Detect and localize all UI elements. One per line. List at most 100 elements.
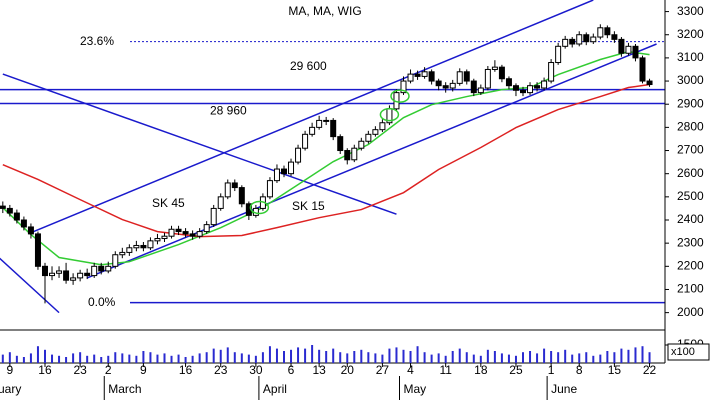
candle-body — [133, 244, 140, 249]
candle-body — [91, 265, 98, 277]
horizontal-line-label: 29 600 — [290, 59, 327, 73]
candle-body — [182, 231, 189, 235]
candle-body — [77, 272, 84, 279]
candle-body — [273, 168, 280, 182]
candle-body — [358, 140, 365, 149]
candle-body — [20, 219, 27, 228]
moving-average — [2, 83, 650, 238]
candle-body — [442, 85, 449, 89]
candle-body — [63, 270, 70, 281]
candle-body — [569, 38, 576, 45]
candle-body — [34, 233, 41, 267]
x-tick-label: 11 — [439, 363, 452, 377]
price-panel — [0, 0, 665, 314]
candle-body — [625, 45, 632, 54]
candle-body — [646, 80, 653, 86]
x-tick-label: 4 — [407, 363, 414, 377]
candle-body — [266, 180, 273, 198]
unit-box — [667, 343, 710, 361]
candle-body — [280, 168, 287, 175]
x-tick-label: 8 — [576, 363, 583, 377]
y-tick-label: 2900 — [677, 96, 704, 110]
candle-body — [49, 272, 56, 277]
candle-body — [372, 129, 379, 135]
series-label: SK 45 — [152, 196, 185, 210]
candle-body — [505, 78, 512, 87]
candle-body — [189, 233, 196, 237]
candle-body — [562, 38, 569, 47]
candle-body — [98, 265, 105, 272]
candle-body — [414, 73, 421, 77]
fibonacci-label: 0.0% — [88, 295, 116, 309]
x-tick-label: 18 — [474, 363, 488, 377]
x-tick-label: 27 — [376, 363, 390, 377]
x-tick-label: 25 — [509, 363, 523, 377]
x-tick-label: 2 — [105, 363, 112, 377]
candle-body — [639, 57, 646, 82]
candle-body — [105, 265, 112, 272]
candle-body — [126, 247, 133, 253]
x-tick-label: 13 — [312, 363, 326, 377]
candle-body — [238, 187, 245, 205]
y-tick-label: 2000 — [677, 305, 704, 319]
candle-body — [520, 89, 527, 94]
candle-body — [316, 119, 323, 128]
crossing-marker — [249, 200, 270, 215]
x-tick-label: 9 — [140, 363, 147, 377]
candle-body — [456, 71, 463, 84]
candle-body — [428, 71, 435, 82]
x-tick-label: 1 — [548, 363, 555, 377]
y-tick-label: 2200 — [677, 258, 704, 272]
candle-body — [555, 45, 562, 64]
candle-body — [56, 270, 63, 274]
candle-body — [365, 133, 372, 142]
y-tick-label: 2700 — [677, 143, 704, 157]
y-tick-label: 2800 — [677, 120, 704, 134]
y-tick-label: 2600 — [677, 166, 704, 180]
candle-body — [527, 85, 534, 94]
chart-title: MA, MA, WIG — [288, 4, 361, 18]
candle-body — [576, 34, 583, 45]
candle-body — [590, 36, 597, 43]
candle-body — [154, 238, 161, 242]
x-tick-label: 22 — [643, 363, 657, 377]
candle-body — [196, 231, 203, 237]
candle-body — [400, 80, 407, 94]
candle-body — [534, 85, 541, 89]
candle-body — [140, 244, 147, 249]
x-tick-label: 6 — [288, 363, 295, 377]
y-tick-label: 3200 — [677, 27, 704, 41]
candle-body — [548, 62, 555, 82]
candle-body — [491, 66, 498, 70]
candle-body — [0, 205, 6, 209]
y-tick-label: 2100 — [677, 282, 704, 296]
x-tick-label: 20 — [341, 363, 355, 377]
candle-body — [407, 73, 414, 82]
candle-body — [344, 150, 351, 161]
candle-body — [330, 119, 337, 138]
candle-body — [217, 196, 224, 209]
candle-body — [463, 71, 470, 82]
candle-body — [583, 34, 590, 43]
series-label: SK 15 — [292, 199, 325, 213]
candle-body — [512, 85, 519, 91]
candle-body — [27, 226, 34, 235]
month-label: February — [0, 382, 21, 396]
candle-body — [435, 80, 442, 87]
candle-body — [302, 133, 309, 149]
candle-body — [288, 161, 295, 175]
candle-body — [484, 68, 491, 89]
x-tick-label: 9 — [6, 363, 13, 377]
candle-body — [379, 122, 386, 131]
x-tick-label: 16 — [38, 363, 52, 377]
candle-body — [84, 272, 91, 277]
horizontal-line-label: 28 960 — [210, 104, 247, 118]
candle-body — [119, 251, 126, 256]
candle-body — [470, 80, 477, 94]
month-label: April — [263, 382, 287, 396]
month-label: May — [403, 382, 426, 396]
candle-body — [323, 119, 330, 122]
trendline — [0, 257, 60, 314]
